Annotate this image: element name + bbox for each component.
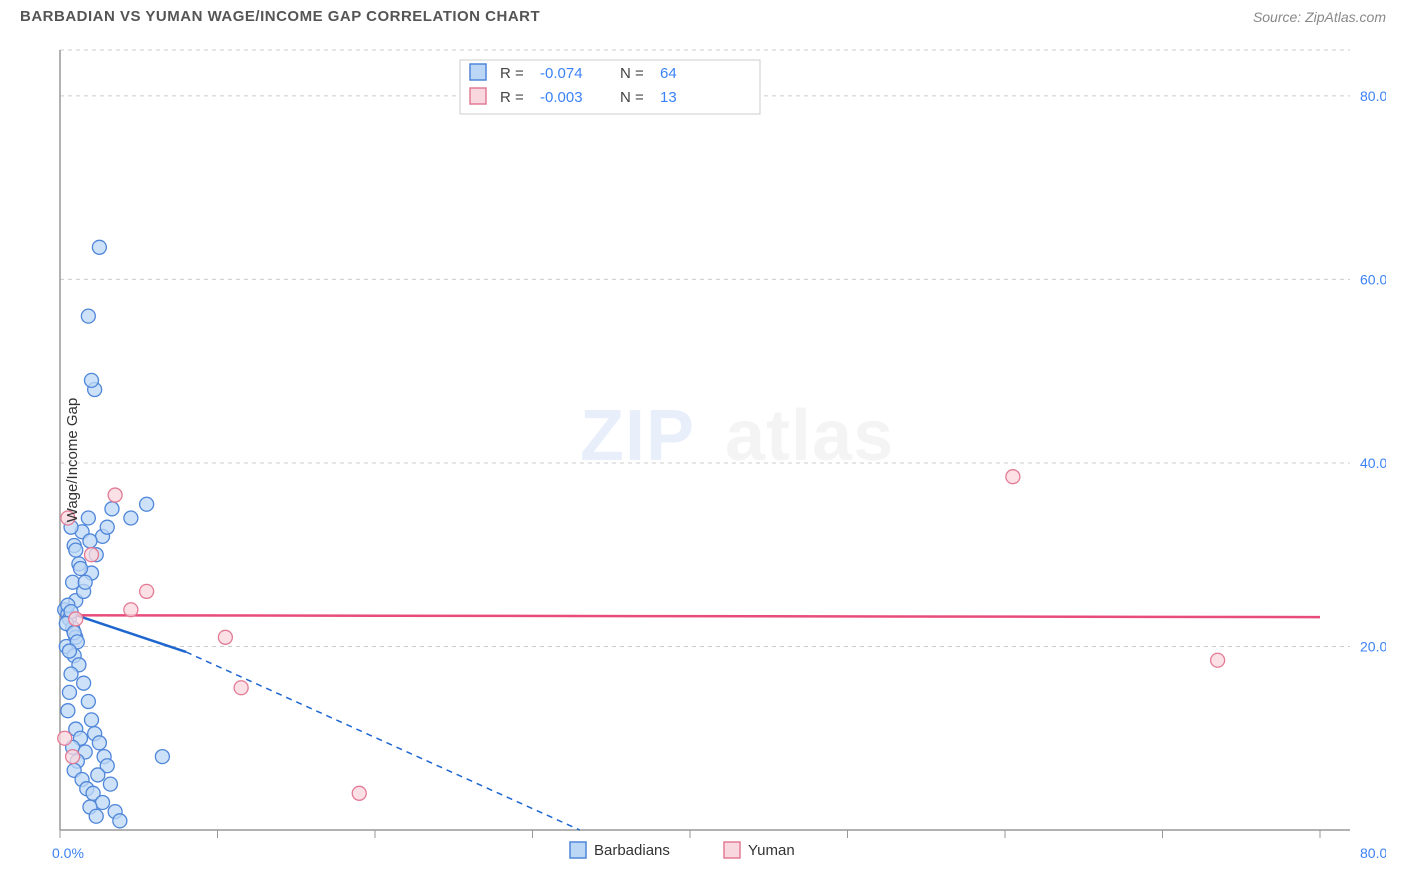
svg-text:20.0%: 20.0% [1360, 638, 1386, 654]
watermark-zip: ZIP [580, 396, 695, 476]
svg-text:60.0%: 60.0% [1360, 271, 1386, 287]
chart-title: BARBADIAN VS YUMAN WAGE/INCOME GAP CORRE… [20, 8, 540, 25]
svg-text:40.0%: 40.0% [1360, 455, 1386, 471]
svg-text:Barbadians: Barbadians [594, 842, 670, 859]
svg-text:-0.074: -0.074 [540, 65, 583, 82]
source-attribution: Source: ZipAtlas.com [1253, 9, 1386, 25]
svg-text:80.0%: 80.0% [1360, 88, 1386, 104]
svg-text:N =: N = [620, 89, 644, 106]
svg-text:64: 64 [660, 65, 677, 82]
svg-text:-0.003: -0.003 [540, 89, 583, 106]
svg-text:Yuman: Yuman [748, 842, 795, 859]
svg-text:80.0%: 80.0% [1360, 845, 1386, 861]
svg-text:R =: R = [500, 65, 524, 82]
chart-container: Wage/Income Gap 20.0% 40.0% 60.0% 80.0% ZIP a… [20, 40, 1386, 880]
svg-text:R =: R = [500, 89, 524, 106]
correlation-scatter-chart: 20.0% 40.0% 60.0% 80.0% ZIP atlas 0.0% 80.0% R =… [20, 40, 1386, 880]
svg-text:N =: N = [620, 65, 644, 82]
watermark-atlas: atlas [725, 396, 894, 476]
y-axis-label: Wage/Income Gap [64, 398, 81, 523]
svg-text:13: 13 [660, 89, 677, 106]
svg-text:0.0%: 0.0% [52, 845, 84, 861]
